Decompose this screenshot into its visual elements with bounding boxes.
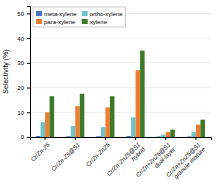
tick-mark <box>165 137 166 140</box>
tick-label-line: Cr/Zn-Z5 <box>30 141 52 163</box>
plot: 0 10 20 30 40 50 Cr/Zn-Z5Cr/Zn-Z5@S1Cr/Zn-ZnZ5… <box>17 7 211 183</box>
axis-line <box>27 7 31 138</box>
tick: 10 <box>17 110 30 116</box>
grid-line <box>30 38 211 39</box>
tick: 30 <box>17 60 30 66</box>
tick-label: 0 <box>21 134 25 140</box>
grid-line <box>30 112 211 113</box>
tick: Cr/Zn-Z5 <box>30 137 52 163</box>
legend-label: xylene <box>90 19 108 25</box>
tick-label-line: granule mixture <box>173 146 207 180</box>
bar <box>96 136 101 137</box>
tick-label: Cr/Zn-Z5@S1 <box>50 141 81 172</box>
bar <box>80 94 85 137</box>
tick-mark <box>75 137 76 140</box>
legend-label: meta-xylene <box>44 11 77 17</box>
legend-item: meta-xylene <box>36 11 77 17</box>
bar-series <box>50 50 205 137</box>
tick-label-line: Cr/Zn-ZnZ5 <box>85 141 112 168</box>
tick-label: Cr/Zn-ZnZ5 <box>85 141 112 168</box>
bar <box>136 70 141 137</box>
chart: 0 10 20 30 40 50 Cr/Zn-Z5Cr/Zn-Z5@S1Cr/Zn-ZnZ5… <box>0 0 217 189</box>
tick: 0 <box>21 134 30 140</box>
tick-mark <box>45 137 46 140</box>
tick-mark <box>195 137 196 140</box>
legend-swatch <box>36 19 42 24</box>
tick-mark <box>135 137 136 140</box>
legend-item: ortho-xylene <box>82 11 124 17</box>
tick-label: Cr/Zn+ZnZ5@S1granule mixture <box>165 141 207 183</box>
legend-label: para-xylene <box>44 19 76 25</box>
tick-mark <box>27 13 30 14</box>
tick-mark <box>27 137 30 138</box>
grid-line <box>30 62 211 63</box>
bar <box>66 136 71 137</box>
bar <box>36 136 41 137</box>
axis-line <box>31 138 212 141</box>
tick-label: 40 <box>17 36 24 42</box>
tick-mark <box>27 38 30 39</box>
bar <box>170 130 175 137</box>
bar <box>105 107 110 137</box>
tick-label: Cr/Zn-Z5 <box>30 141 52 163</box>
grid <box>30 13 211 137</box>
legend-swatch <box>36 11 42 16</box>
legend-item: xylene <box>82 19 108 25</box>
bar <box>161 135 166 137</box>
bar-series <box>45 70 200 137</box>
bar <box>166 132 171 137</box>
tick-label-line: Cr/Zn-Z5@S1 <box>50 141 81 172</box>
tick-label: 30 <box>17 60 24 66</box>
legend-item: para-xylene <box>36 19 76 25</box>
bar <box>101 127 106 137</box>
bar <box>50 96 55 137</box>
tick: Cr/Zn-Z5@S1 <box>50 137 81 172</box>
bar <box>45 112 50 137</box>
legend: meta-xylene ortho-xylene para-xylene xylene <box>33 7 126 27</box>
bar <box>127 136 132 137</box>
x-axis: Cr/Zn-Z5Cr/Zn-Z5@S1Cr/Zn-ZnZ5Cr/Zn-ZnZ5@… <box>30 137 212 183</box>
bar <box>157 136 162 137</box>
tick-mark <box>105 137 106 140</box>
bar <box>187 136 192 137</box>
legend-swatch <box>82 11 88 16</box>
tick: 50 <box>17 11 30 17</box>
tick: Cr/Zn+ZnZ5@S1granule mixture <box>165 137 207 183</box>
bar <box>191 132 196 137</box>
legend-frame <box>33 7 126 27</box>
tick-label: 50 <box>17 11 24 17</box>
bar <box>75 106 80 137</box>
tick-label: 20 <box>17 85 24 91</box>
tick-mark <box>27 112 30 113</box>
bar <box>196 125 201 137</box>
bar-series <box>41 117 196 137</box>
legend-swatch <box>82 19 88 24</box>
y-axis: 0 10 20 30 40 50 <box>17 7 30 141</box>
y-axis-title: Selectivity (%) <box>2 49 10 93</box>
tick: 40 <box>17 36 30 42</box>
bar <box>71 126 76 137</box>
bars <box>36 50 205 137</box>
bar <box>140 50 145 137</box>
bar <box>41 122 46 137</box>
bar <box>110 96 115 137</box>
tick-label-line: hybrid <box>130 146 146 162</box>
tick: Cr/Zn-ZnZ5 <box>85 137 112 168</box>
tick-mark <box>27 63 30 64</box>
tick-mark <box>27 88 30 89</box>
legend-label: ortho-xylene <box>90 11 124 17</box>
bar <box>200 120 205 137</box>
tick: 20 <box>17 85 30 91</box>
tick-label: 10 <box>17 110 24 116</box>
grid-line <box>30 87 211 88</box>
bar <box>131 117 136 137</box>
